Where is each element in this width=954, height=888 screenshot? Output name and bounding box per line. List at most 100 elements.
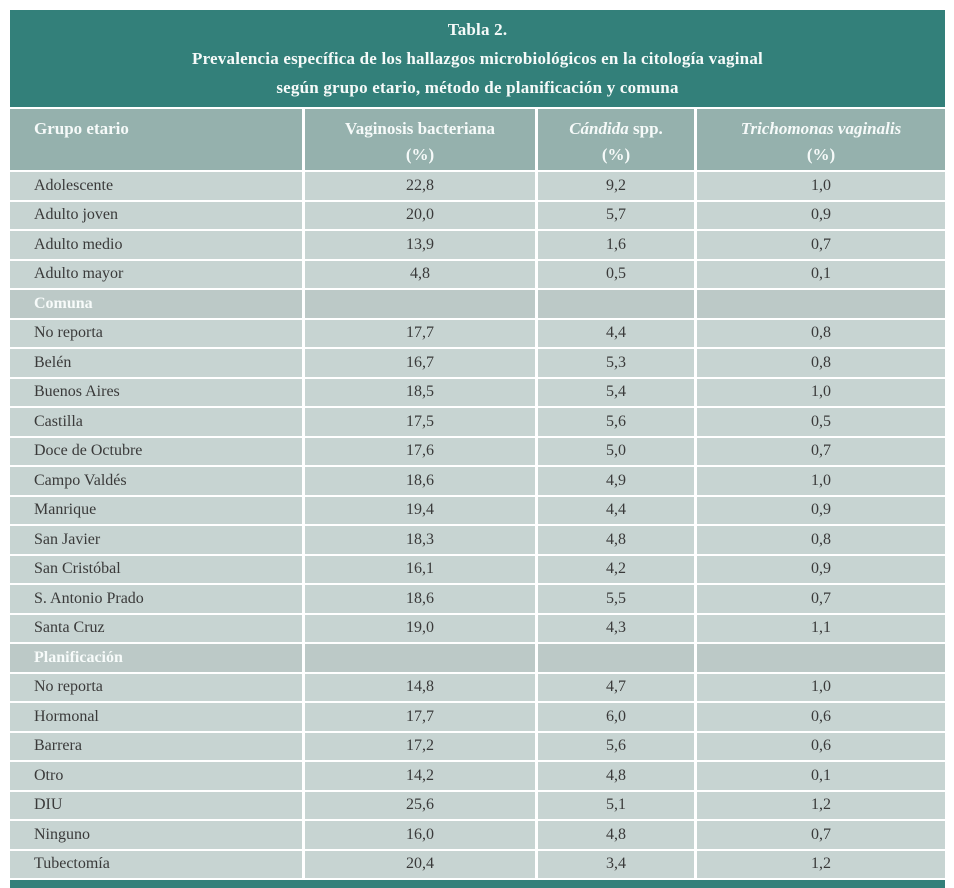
table-row: Adulto medio 13,9 1,6 0,7: [10, 231, 945, 259]
table-row: Tubectomía 20,4 3,4 1,2: [10, 850, 945, 878]
table-body: Adolescente 22,8 9,2 1,0 Adulto joven 20,0 5,7…: [10, 172, 945, 878]
candida-spp: spp.: [628, 119, 663, 138]
table-title-line-2: según grupo etario, método de planificac…: [276, 78, 679, 97]
vaginosis-cell: 18,3: [305, 526, 535, 554]
candida-cell: 4,8: [538, 821, 694, 849]
trichomonas-cell: 1,0: [697, 378, 945, 406]
candida-cell: 4,8: [538, 762, 694, 790]
row-label-cell: San Cristóbal: [10, 555, 302, 583]
vaginosis-cell: 16,1: [305, 555, 535, 583]
table-row: Manrique 19,4 4,4 0,9: [10, 496, 945, 524]
row-label-cell: Manrique: [10, 496, 302, 524]
prevalence-table: Tabla 2. Prevalencia específica de los h…: [10, 10, 945, 888]
column-header-unit: (%): [806, 145, 836, 164]
vaginosis-cell: 17,2: [305, 732, 535, 760]
candida-cell: 5,5: [538, 585, 694, 613]
candida-cell: [538, 290, 694, 318]
vaginosis-cell: 16,7: [305, 349, 535, 377]
trichomonas-cell: 0,1: [697, 762, 945, 790]
trichomonas-cell: 0,8: [697, 319, 945, 347]
vaginosis-cell: 19,0: [305, 614, 535, 642]
table-row: No reporta 14,8 4,7 1,0: [10, 673, 945, 701]
trichomonas-cell: 0,9: [697, 496, 945, 524]
vaginosis-cell: 20,0: [305, 201, 535, 229]
candida-cell: [538, 644, 694, 672]
trichomonas-cell: 1,0: [697, 172, 945, 200]
column-header-grupo-etario: Grupo etario: [10, 109, 302, 170]
row-label-cell: Adolescente: [10, 172, 302, 200]
vaginosis-cell: 16,0: [305, 821, 535, 849]
table-row: San Javier 18,3 4,8 0,8: [10, 526, 945, 554]
candida-genus-italic: Cándida: [569, 119, 629, 138]
table-row: Otro 14,2 4,8 0,1: [10, 762, 945, 790]
trichomonas-cell: 0,9: [697, 555, 945, 583]
table-row: Castilla 17,5 5,6 0,5: [10, 408, 945, 436]
trichomonas-cell: 0,7: [697, 437, 945, 465]
row-label-cell: Adulto mayor: [10, 260, 302, 288]
trichomonas-cell: 1,0: [697, 673, 945, 701]
row-label-cell: Buenos Aires: [10, 378, 302, 406]
vaginosis-cell: 18,6: [305, 585, 535, 613]
column-header-candida: Cándida spp. (%): [538, 109, 694, 170]
trichomonas-cell: [697, 290, 945, 318]
trichomonas-cell: 0,8: [697, 526, 945, 554]
row-label-cell: No reporta: [10, 673, 302, 701]
row-label-cell: Tubectomía: [10, 850, 302, 878]
table-row: Barrera 17,2 5,6 0,6: [10, 732, 945, 760]
table-bottom-bar: [10, 880, 945, 888]
row-label-cell: Planificación: [10, 644, 302, 672]
trichomonas-cell: 0,9: [697, 201, 945, 229]
trichomonas-cell: 0,1: [697, 260, 945, 288]
vaginosis-cell: 18,6: [305, 467, 535, 495]
table-row: Santa Cruz 19,0 4,3 1,1: [10, 614, 945, 642]
table-number: Tabla 2.: [447, 20, 508, 39]
table-row: Hormonal 17,7 6,0 0,6: [10, 703, 945, 731]
table-row: S. Antonio Prado 18,6 5,5 0,7: [10, 585, 945, 613]
row-label-cell: Campo Valdés: [10, 467, 302, 495]
trichomonas-cell: 1,2: [697, 791, 945, 819]
trichomonas-cell: 1,0: [697, 467, 945, 495]
column-header-trichomonas: Trichomonas vaginalis (%): [697, 109, 945, 170]
table-row: Adolescente 22,8 9,2 1,0: [10, 172, 945, 200]
column-header-vaginosis: Vaginosis bacteriana (%): [305, 109, 535, 170]
row-label-cell: Otro: [10, 762, 302, 790]
column-header-unit: (%): [601, 145, 631, 164]
column-header-label: Grupo etario: [34, 119, 129, 138]
vaginosis-cell: [305, 644, 535, 672]
vaginosis-cell: 20,4: [305, 850, 535, 878]
candida-cell: 5,1: [538, 791, 694, 819]
row-label-cell: S. Antonio Prado: [10, 585, 302, 613]
trichomonas-cell: 1,2: [697, 850, 945, 878]
candida-cell: 4,2: [538, 555, 694, 583]
vaginosis-cell: 17,5: [305, 408, 535, 436]
vaginosis-cell: 4,8: [305, 260, 535, 288]
candida-cell: 9,2: [538, 172, 694, 200]
row-label-cell: Adulto joven: [10, 201, 302, 229]
row-label-cell: Santa Cruz: [10, 614, 302, 642]
vaginosis-cell: 13,9: [305, 231, 535, 259]
row-label-cell: DIU: [10, 791, 302, 819]
vaginosis-cell: 22,8: [305, 172, 535, 200]
table-row: No reporta 17,7 4,4 0,8: [10, 319, 945, 347]
row-label-cell: Doce de Octubre: [10, 437, 302, 465]
vaginosis-cell: 17,7: [305, 703, 535, 731]
candida-cell: 4,9: [538, 467, 694, 495]
vaginosis-cell: 14,2: [305, 762, 535, 790]
candida-cell: 5,3: [538, 349, 694, 377]
vaginosis-cell: 17,7: [305, 319, 535, 347]
candida-cell: 3,4: [538, 850, 694, 878]
row-label-cell: San Javier: [10, 526, 302, 554]
candida-cell: 4,3: [538, 614, 694, 642]
table-title-line-1: Prevalencia específica de los hallazgos …: [192, 49, 763, 68]
vaginosis-cell: 17,6: [305, 437, 535, 465]
vaginosis-cell: 19,4: [305, 496, 535, 524]
candida-cell: 5,6: [538, 408, 694, 436]
candida-cell: 5,4: [538, 378, 694, 406]
table-row: Belén 16,7 5,3 0,8: [10, 349, 945, 377]
row-label-cell: Comuna: [10, 290, 302, 318]
table-row: Doce de Octubre 17,6 5,0 0,7: [10, 437, 945, 465]
column-header-label: Trichomonas vaginalis: [740, 119, 902, 138]
candida-cell: 1,6: [538, 231, 694, 259]
vaginosis-cell: 25,6: [305, 791, 535, 819]
